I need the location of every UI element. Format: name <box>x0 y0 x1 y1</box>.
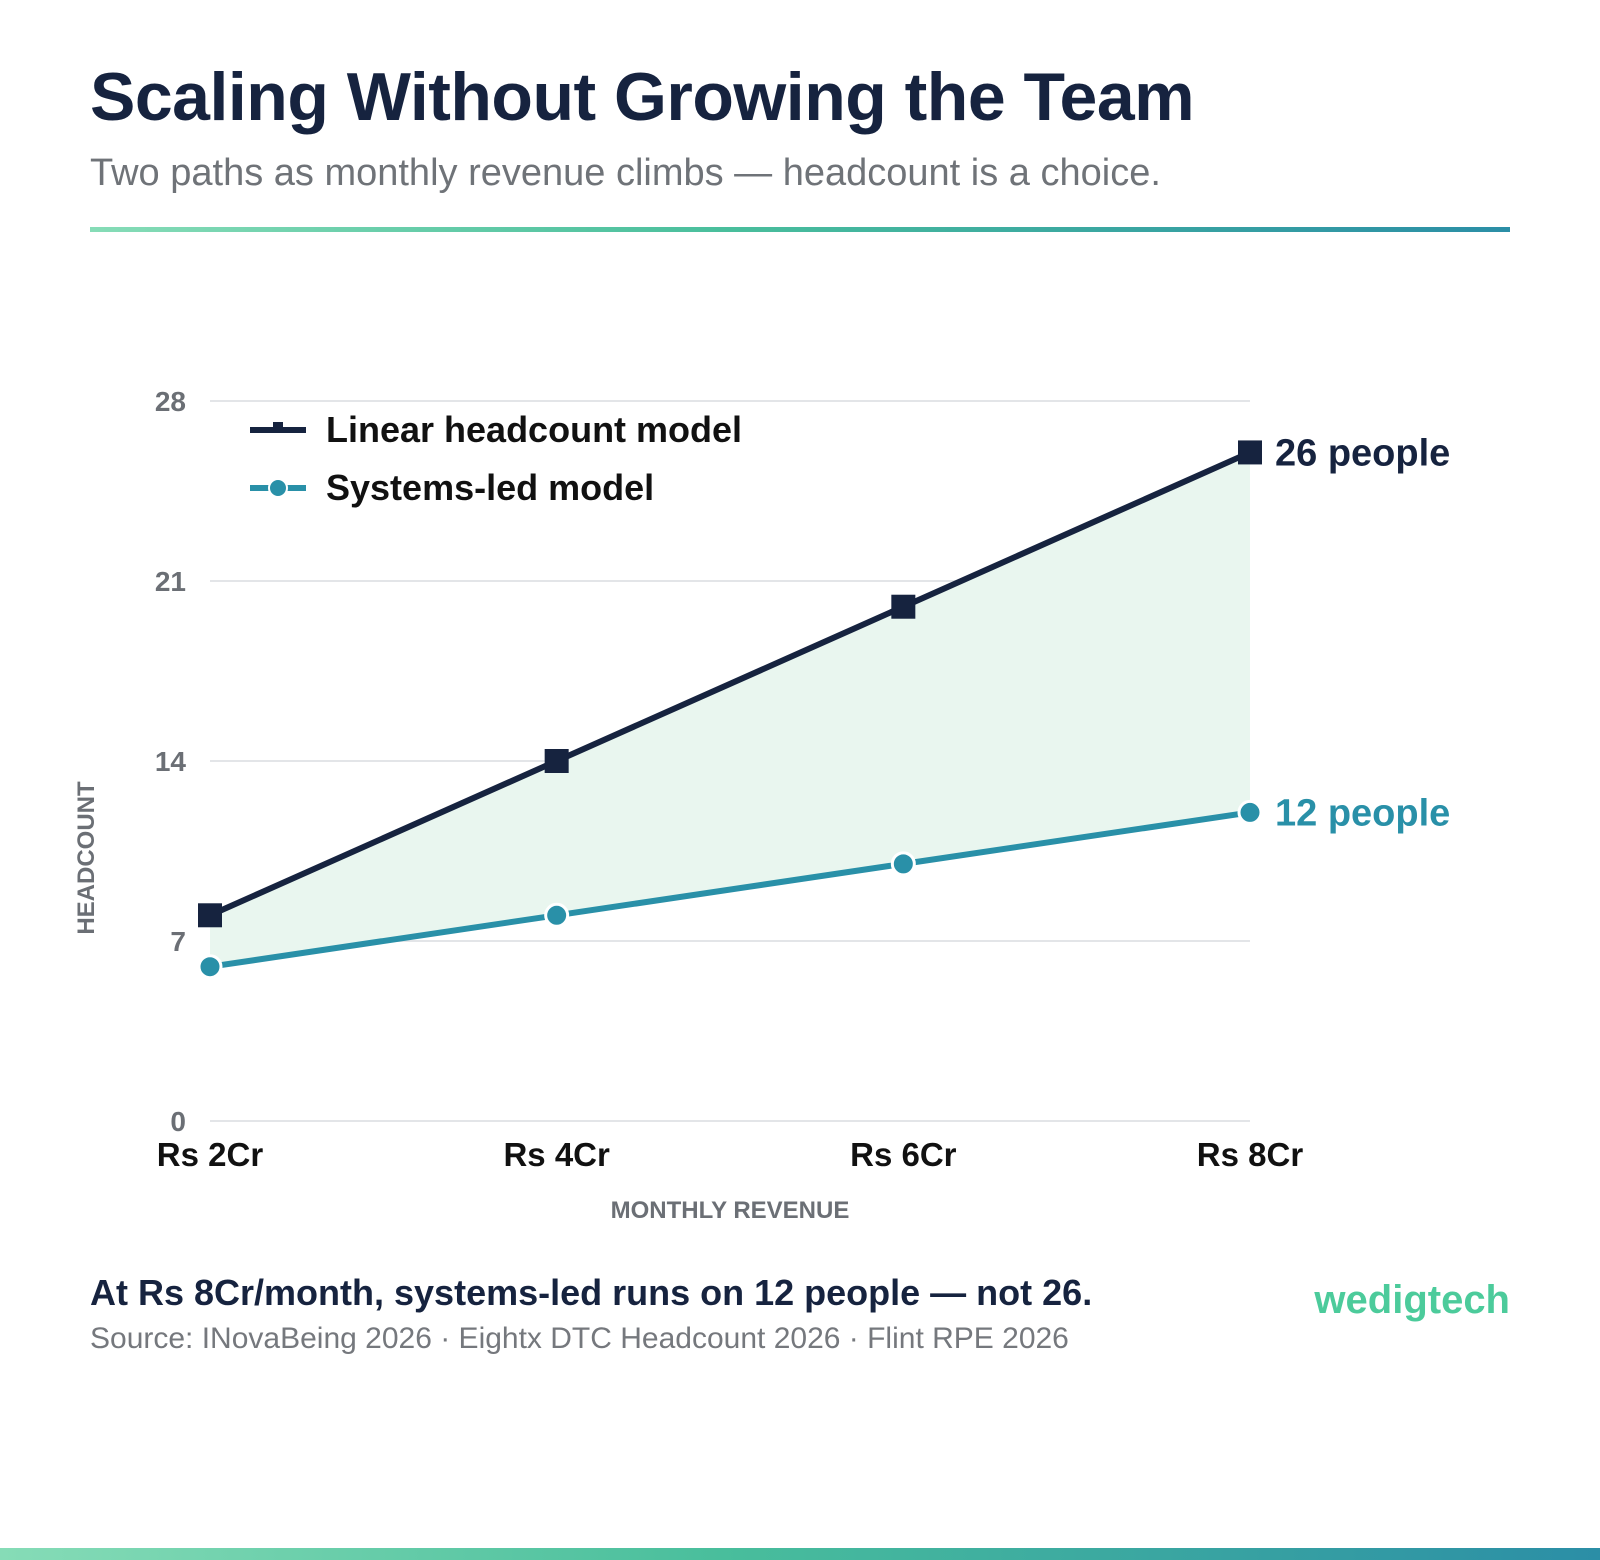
linear-headcount-model-line <box>207 449 1253 919</box>
key-takeaway: At Rs 8Cr/month, systems-led runs on 12 … <box>90 1272 1093 1313</box>
footer-accent-bar <box>0 1548 1600 1560</box>
y-tick-label: 7 <box>170 926 186 957</box>
source-note: Source: INovaBeing 2026 · Eightx DTC Hea… <box>90 1322 1069 1355</box>
systems-led-model-point <box>544 902 570 928</box>
x-axis-title: MONTHLY REVENUE <box>611 1197 850 1224</box>
linear-headcount-model-point <box>198 903 222 928</box>
x-tick-label: Rs 8Cr <box>1197 1136 1304 1173</box>
systems-led-model-point <box>197 954 223 980</box>
x-tick-label: Rs 6Cr <box>850 1136 957 1173</box>
brand-logo: wedigtech <box>1314 1278 1510 1322</box>
legend-label: Systems-led model <box>326 467 654 508</box>
systems-led-model-point <box>1237 799 1263 825</box>
systems-led-model-line <box>207 809 1253 970</box>
header-divider <box>90 227 1510 232</box>
legend-label: Linear headcount model <box>326 409 742 450</box>
linear-headcount-model-end-label: 26 people <box>1275 432 1450 474</box>
y-axis-title: HEADCOUNT <box>73 781 100 935</box>
y-tick-label: 21 <box>155 566 186 597</box>
x-tick-label: Rs 4Cr <box>503 1136 610 1173</box>
x-tick-label: Rs 2Cr <box>157 1136 264 1173</box>
headcount-line-chart: 26 people 12 people 0 7 14 21 28 Rs 2Cr Rs 4Cr R… <box>73 386 1450 1224</box>
systems-led-model-point <box>890 851 916 877</box>
systems-led-model-legend-marker <box>268 478 288 498</box>
y-tick-label: 28 <box>155 386 186 417</box>
linear-headcount-model-point <box>544 749 569 773</box>
linear-headcount-model-point <box>891 594 916 619</box>
y-tick-label: 0 <box>170 1106 186 1137</box>
gap-shaded-area <box>210 452 1250 967</box>
chart-subtitle: Two paths as monthly revenue climbs — he… <box>90 152 1161 194</box>
chart-title: Scaling Without Growing the Team <box>90 59 1195 135</box>
linear-headcount-model-legend-marker <box>273 422 283 432</box>
systems-led-model-end-label: 12 people <box>1275 792 1450 834</box>
linear-headcount-model-point <box>1238 440 1262 465</box>
y-tick-label: 14 <box>155 746 187 777</box>
